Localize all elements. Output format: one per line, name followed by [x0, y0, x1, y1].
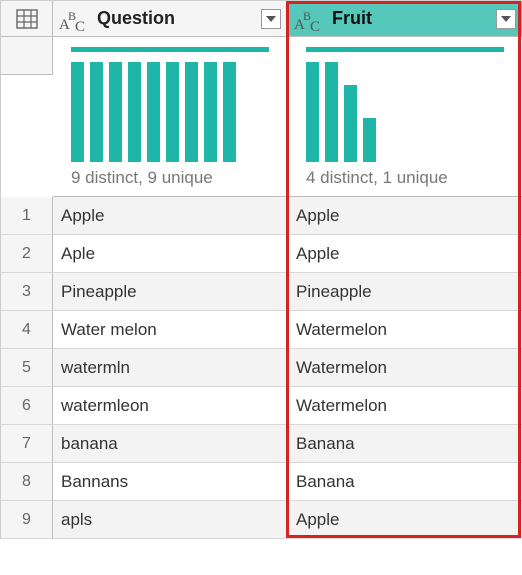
row-number[interactable]: 6 — [1, 387, 53, 425]
column-label: Fruit — [332, 8, 372, 29]
distribution-bars — [71, 62, 269, 162]
cell-question[interactable]: Aple — [53, 235, 288, 273]
distribution-bar — [363, 118, 376, 162]
row-number[interactable]: 3 — [1, 273, 53, 311]
cell-fruit[interactable]: Pineapple — [288, 273, 522, 311]
quality-bar — [306, 47, 504, 52]
cell-fruit[interactable]: Banana — [288, 463, 522, 501]
distribution-bar — [325, 62, 338, 162]
cell-question[interactable]: watermleon — [53, 387, 288, 425]
distribution-bar — [166, 62, 179, 162]
distribution-bar — [344, 85, 357, 162]
cell-fruit[interactable]: Banana — [288, 425, 522, 463]
column-header-fruit[interactable]: ABC Fruit — [288, 1, 522, 37]
distribution-bar — [128, 62, 141, 162]
distribution-bar — [223, 62, 236, 162]
column-profile-fruit: 4 distinct, 1 unique — [288, 37, 522, 197]
column-label: Question — [97, 8, 175, 29]
cell-fruit[interactable]: Watermelon — [288, 349, 522, 387]
distribution-bar — [109, 62, 122, 162]
quality-bar — [71, 47, 269, 52]
cell-fruit[interactable]: Apple — [288, 235, 522, 273]
cell-question[interactable]: apls — [53, 501, 288, 539]
cell-fruit[interactable]: Apple — [288, 501, 522, 539]
row-number[interactable]: 7 — [1, 425, 53, 463]
distribution-bar — [306, 62, 319, 162]
row-number[interactable]: 9 — [1, 501, 53, 539]
distribution-bar — [204, 62, 217, 162]
column-header-question[interactable]: ABC Question — [53, 1, 288, 37]
row-number[interactable]: 4 — [1, 311, 53, 349]
chevron-down-icon — [266, 16, 276, 22]
profile-summary: 4 distinct, 1 unique — [306, 168, 448, 188]
column-filter-dropdown[interactable] — [496, 9, 516, 29]
table-icon — [16, 9, 38, 29]
chevron-down-icon — [501, 16, 511, 22]
distribution-bar — [147, 62, 160, 162]
profile-row-gutter — [1, 37, 53, 75]
column-profile-question: 9 distinct, 9 unique — [53, 37, 288, 197]
row-number[interactable]: 8 — [1, 463, 53, 501]
table-corner-icon[interactable] — [1, 1, 53, 37]
cell-question[interactable]: Apple — [53, 197, 288, 235]
row-number[interactable]: 5 — [1, 349, 53, 387]
cell-fruit[interactable]: Watermelon — [288, 311, 522, 349]
cell-question[interactable]: Bannans — [53, 463, 288, 501]
data-grid: ABC Question ABC Fruit 9 distinct, 9 uni… — [0, 0, 522, 539]
cell-question[interactable]: banana — [53, 425, 288, 463]
cell-question[interactable]: Pineapple — [53, 273, 288, 311]
distribution-bars — [306, 62, 504, 162]
distribution-bar — [71, 62, 84, 162]
cell-question[interactable]: Water melon — [53, 311, 288, 349]
distribution-bar — [90, 62, 103, 162]
distribution-bar — [185, 62, 198, 162]
profile-summary: 9 distinct, 9 unique — [71, 168, 213, 188]
cell-fruit[interactable]: Apple — [288, 197, 522, 235]
row-number[interactable]: 1 — [1, 197, 53, 235]
cell-fruit[interactable]: Watermelon — [288, 387, 522, 425]
row-number[interactable]: 2 — [1, 235, 53, 273]
column-filter-dropdown[interactable] — [261, 9, 281, 29]
cell-question[interactable]: watermln — [53, 349, 288, 387]
